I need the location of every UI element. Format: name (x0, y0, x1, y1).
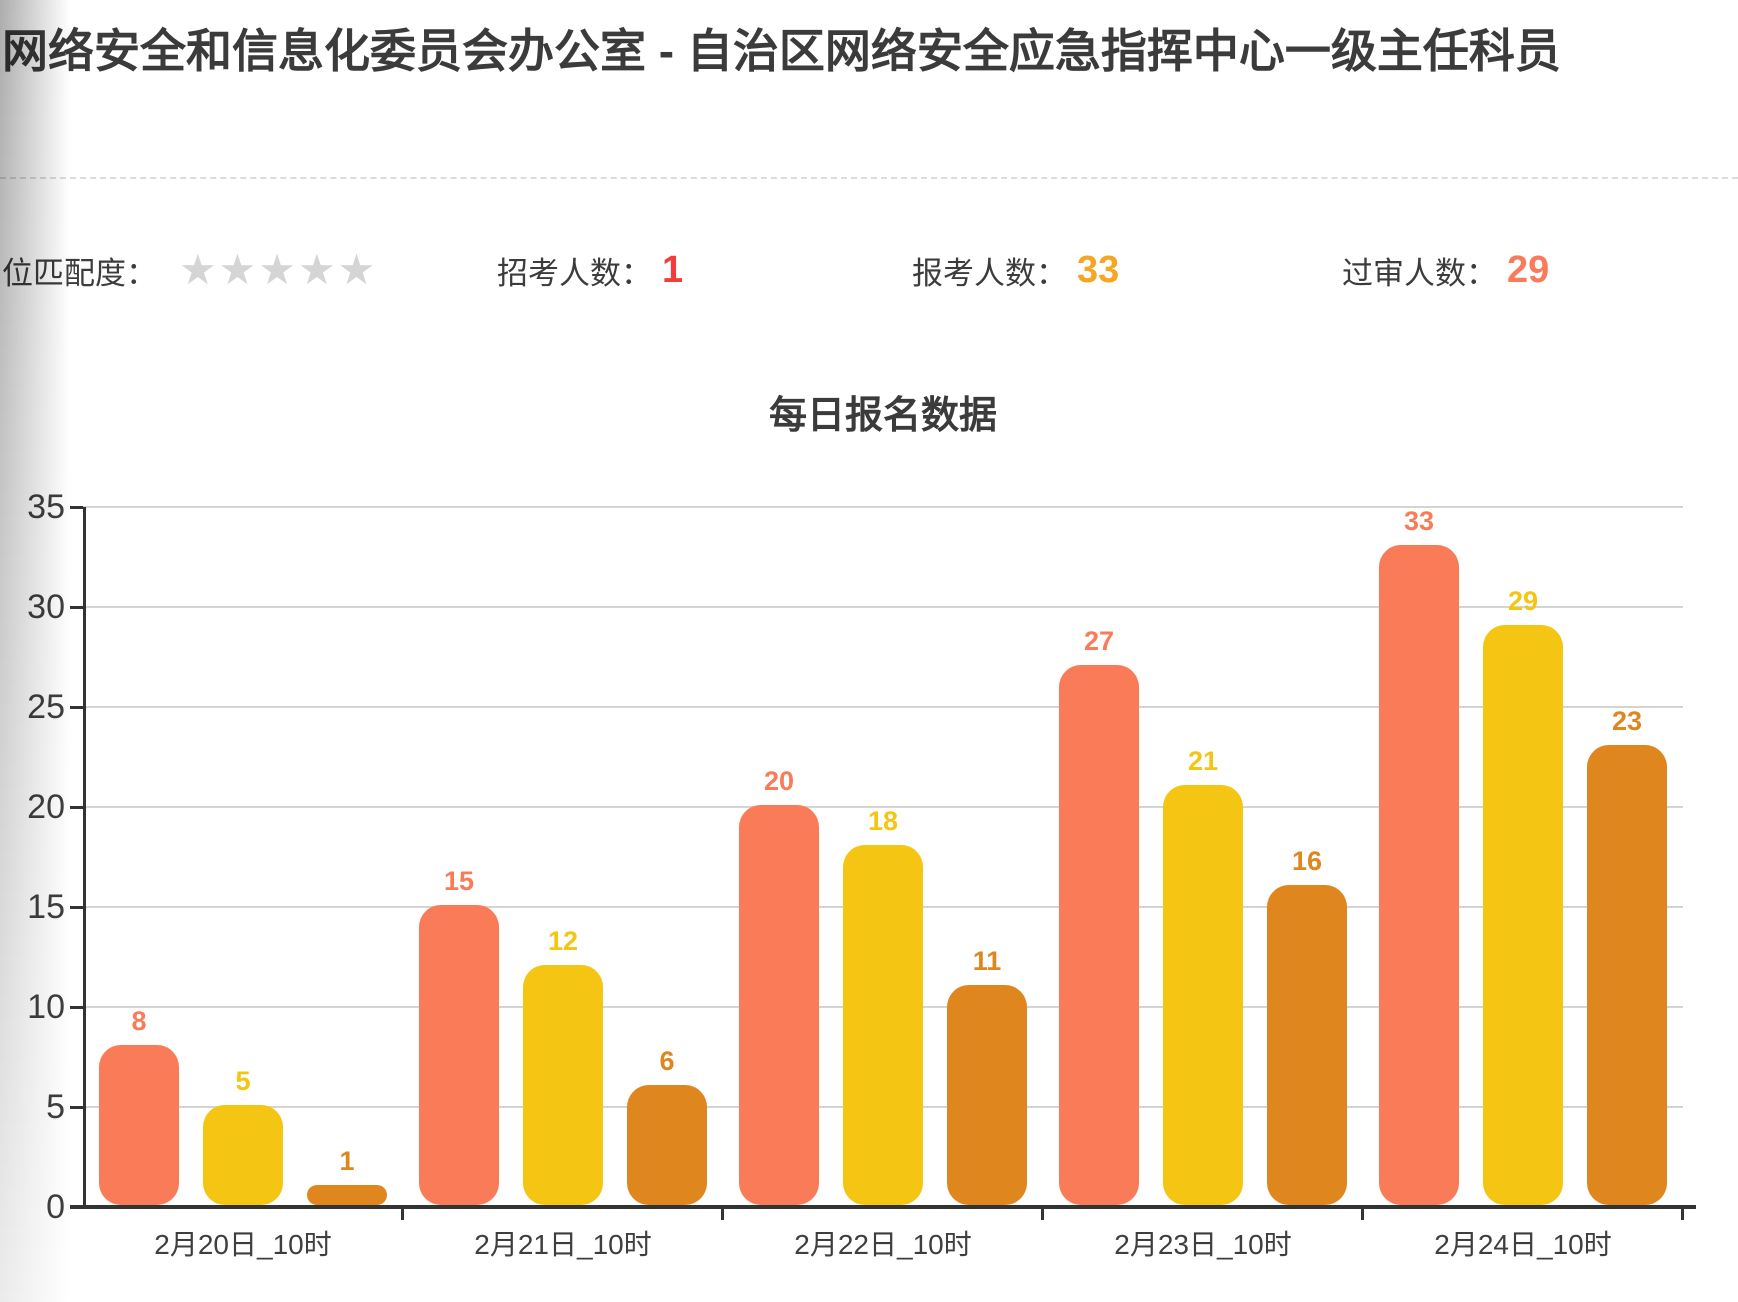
x-axis-tick (1681, 1207, 1684, 1220)
y-axis-tick-label: 25 (27, 688, 65, 726)
bar-value-label: 27 (1083, 626, 1115, 656)
stat-passed-count: 过审人数： 29 (1342, 242, 1549, 298)
stat-apply-count: 报考人数： 33 (912, 242, 1119, 298)
star-rating-icons: ★★★★★ (179, 246, 378, 293)
bar-series1-2月22日_10时 (739, 805, 819, 1205)
bar-series2-2月21日_10时 (523, 965, 603, 1205)
bar-series2-2月24日_10时 (1483, 625, 1563, 1205)
x-axis-line (70, 1205, 1696, 1209)
y-axis-tick-label: 30 (27, 588, 65, 626)
x-axis-tick (401, 1207, 404, 1220)
y-axis-tick (70, 1106, 83, 1109)
gridline (83, 606, 1683, 608)
stat-match-label: 位匹配度： (2, 255, 157, 291)
gridline (83, 706, 1683, 708)
bar-series3-2月23日_10时 (1267, 885, 1347, 1205)
y-axis-tick (70, 806, 83, 809)
gridline (83, 506, 1683, 508)
y-axis-tick (70, 1006, 83, 1009)
x-axis-tick (1361, 1207, 1364, 1220)
y-axis-tick-label: 20 (27, 788, 65, 826)
bar-series3-2月21日_10时 (627, 1085, 707, 1205)
y-axis-tick (70, 506, 83, 509)
page-title: 网络安全和信息化委员会办公室 - 自治区网络安全应急指挥中心一级主任科员 (2, 25, 1561, 77)
bar-series1-2月20日_10时 (99, 1045, 179, 1205)
bar-value-label: 12 (547, 926, 579, 956)
bar-value-label: 11 (972, 946, 1002, 976)
daily-signup-bar-chart: 0 5 10 15 20 25 30 35 8 5 1 2月20日_10时 15 12 6 2月21日_10时… (27, 490, 1696, 1260)
y-axis-tick-label: 10 (27, 988, 65, 1026)
y-axis-tick (70, 906, 83, 909)
stat-apply-value: 33 (1077, 249, 1120, 291)
bar-value-label: 18 (867, 806, 899, 836)
bar-value-label: 16 (1291, 846, 1323, 876)
y-axis-tick-label: 5 (46, 1088, 65, 1126)
y-axis-line (83, 507, 86, 1208)
bar-value-label: 8 (131, 1006, 147, 1036)
y-axis-tick (70, 706, 83, 709)
bar-series3-2月24日_10时 (1587, 745, 1667, 1205)
bar-value-label: 21 (1187, 746, 1219, 776)
bar-series3-2月20日_10时 (307, 1185, 387, 1205)
stat-passed-value: 29 (1507, 249, 1550, 291)
bar-value-label: 29 (1507, 586, 1539, 616)
x-axis-category-label: 2月21日_10时 (474, 1229, 652, 1260)
y-axis-tick-label: 15 (27, 888, 65, 926)
bar-series2-2月20日_10时 (203, 1105, 283, 1205)
x-axis-category-label: 2月22日_10时 (794, 1229, 972, 1260)
bar-value-label: 20 (763, 766, 795, 796)
x-axis-category-label: 2月24日_10时 (1434, 1229, 1612, 1260)
bar-series1-2月23日_10时 (1059, 665, 1139, 1205)
bar-value-label: 5 (235, 1066, 251, 1096)
stat-apply-label: 报考人数： (912, 255, 1067, 291)
chart-title: 每日报名数据 (768, 395, 997, 437)
x-axis-category-label: 2月23日_10时 (1114, 1229, 1292, 1260)
stat-passed-label: 过审人数： (1342, 255, 1497, 291)
y-axis-tick (70, 606, 83, 609)
stats-row: 位匹配度： ★★★★★ 招考人数： 1 报考人数： 33 过审人数： 29 (0, 242, 1738, 298)
stat-recruit-value: 1 (662, 249, 684, 291)
x-axis-tick (721, 1207, 724, 1220)
bar-series2-2月22日_10时 (843, 845, 923, 1205)
bar-value-label: 23 (1611, 706, 1643, 736)
bar-value-label: 33 (1403, 506, 1435, 536)
gridline (83, 806, 1683, 808)
stat-recruit-count: 招考人数： 1 (497, 242, 683, 298)
bar-value-label: 6 (659, 1046, 675, 1076)
dashed-divider (0, 177, 1738, 179)
stat-recruit-label: 招考人数： (497, 255, 652, 291)
bar-series3-2月22日_10时 (947, 985, 1027, 1205)
bar-series1-2月24日_10时 (1379, 545, 1459, 1205)
y-axis-tick-label: 35 (27, 488, 65, 526)
bar-series2-2月23日_10时 (1163, 785, 1243, 1205)
x-axis-tick (1041, 1207, 1044, 1220)
bar-value-label: 1 (339, 1146, 355, 1176)
y-axis-tick-label: 0 (46, 1188, 65, 1226)
bar-series1-2月21日_10时 (419, 905, 499, 1205)
bar-value-label: 15 (443, 866, 475, 896)
x-axis-category-label: 2月20日_10时 (154, 1229, 332, 1260)
stat-position-match: 位匹配度： ★★★★★ (2, 242, 377, 298)
